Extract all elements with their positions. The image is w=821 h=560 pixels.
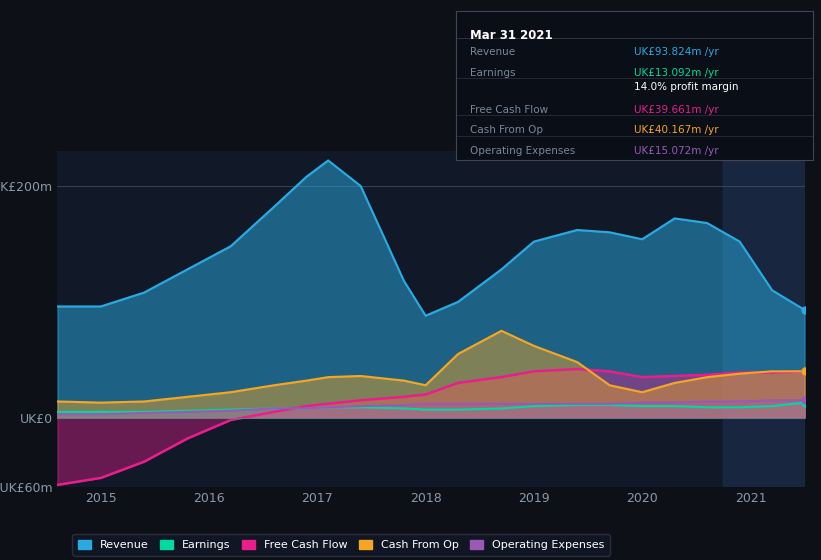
Text: Earnings: Earnings [470,68,516,78]
Text: UK£40.167m /yr: UK£40.167m /yr [635,125,719,136]
Text: 14.0% profit margin: 14.0% profit margin [635,82,739,92]
Text: Cash From Op: Cash From Op [470,125,543,136]
Bar [723,151,805,487]
Text: Mar 31 2021: Mar 31 2021 [470,29,553,42]
Text: Operating Expenses: Operating Expenses [470,146,576,156]
Text: Free Cash Flow: Free Cash Flow [470,105,548,115]
Text: UK£15.072m /yr: UK£15.072m /yr [635,146,719,156]
Text: Revenue: Revenue [470,47,515,57]
Text: UK£39.661m /yr: UK£39.661m /yr [635,105,719,115]
Text: UK£93.824m /yr: UK£93.824m /yr [635,47,719,57]
Text: UK£13.092m /yr: UK£13.092m /yr [635,68,719,78]
Legend: Revenue, Earnings, Free Cash Flow, Cash From Op, Operating Expenses: Revenue, Earnings, Free Cash Flow, Cash … [72,534,610,556]
